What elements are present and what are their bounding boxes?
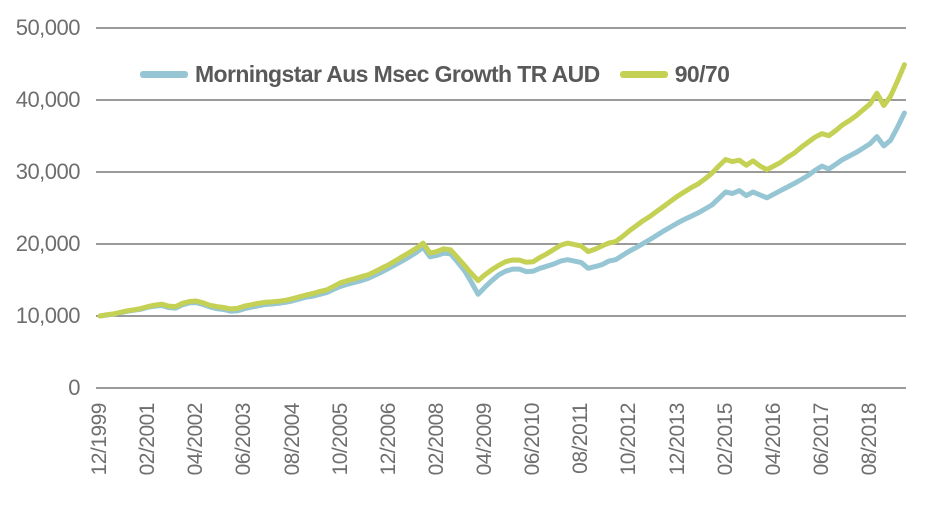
- x-axis-label: 04/2016: [761, 403, 785, 476]
- series-line-90-70: [97, 62, 907, 319]
- x-axis-label: 06/2003: [232, 403, 256, 476]
- x-axis-label: 12/2006: [376, 403, 400, 476]
- x-axis-label: 02/2015: [713, 403, 737, 476]
- legend: Morningstar Aus Msec Growth TR AUD 90/70: [140, 58, 730, 90]
- y-axis-label: 40,000: [15, 87, 81, 112]
- x-axis-label: 02/2001: [136, 403, 160, 476]
- x-axis-label: 12/1999: [88, 403, 111, 476]
- y-axis-label: 50,000: [15, 15, 81, 40]
- legend-label-morningstar: Morningstar Aus Msec Growth TR AUD: [195, 60, 600, 87]
- x-axis-label: 06/2010: [521, 403, 545, 476]
- y-axis-label: 20,000: [15, 231, 81, 256]
- x-axis-label: 04/2009: [473, 403, 496, 476]
- series-line-morningstar: [97, 110, 907, 319]
- x-axis-label: 08/2018: [858, 403, 881, 476]
- x-axis-label: 04/2002: [184, 403, 208, 476]
- x-axis-label: 02/2008: [424, 403, 448, 476]
- x-axis-label: 08/2004: [280, 403, 304, 476]
- legend-swatch-90-70: [619, 70, 668, 78]
- y-axis-label: 30,000: [15, 159, 81, 184]
- x-axis-label: 08/2011: [569, 403, 593, 474]
- x-axis-label: 10/2012: [617, 403, 641, 476]
- x-axis-label: 10/2005: [328, 403, 352, 476]
- x-axis-label: 12/2013: [665, 403, 689, 476]
- legend-label-90-70: 90/70: [674, 60, 730, 87]
- y-axis-label: 10,000: [15, 303, 81, 328]
- y-axis-label: 0: [68, 375, 80, 400]
- x-axis-label: 06/2017: [809, 403, 833, 476]
- legend-swatch-morningstar: [140, 70, 188, 78]
